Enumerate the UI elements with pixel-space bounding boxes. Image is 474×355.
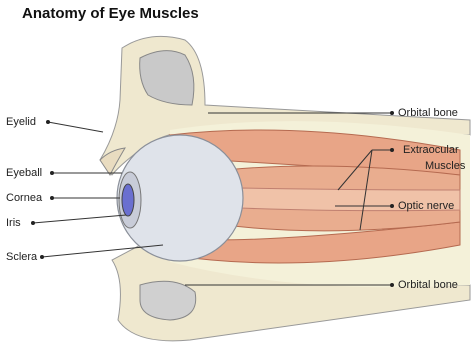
label: Sclera: [6, 251, 38, 263]
leader-dot: [50, 171, 54, 175]
label: Optic nerve: [398, 200, 454, 212]
eyelid: [99, 147, 126, 176]
leader-dot: [390, 148, 394, 152]
leader-dot: [31, 221, 35, 225]
bone-cavity: [139, 280, 197, 321]
label: Orbital bone: [398, 279, 458, 291]
leader-line: [32, 214, 127, 224]
leader-line: [337, 149, 373, 191]
leader-dot: [50, 196, 54, 200]
inferior-muscle: [169, 221, 461, 264]
label: Extraocular: [403, 144, 459, 156]
label: Cornea: [6, 192, 43, 204]
leader-line: [359, 149, 373, 231]
superior-muscle: [168, 129, 461, 176]
label: Eyelid: [6, 116, 36, 128]
bone-cavity: [139, 50, 195, 106]
label: Iris: [6, 217, 21, 229]
iris: [121, 183, 135, 217]
title: Anatomy of Eye Muscles: [22, 5, 199, 22]
leader-line: [47, 121, 104, 133]
leader-line: [41, 244, 164, 258]
leader-dot: [390, 204, 394, 208]
label: Orbital bone: [398, 107, 458, 119]
leader-dot: [390, 111, 394, 115]
leader-dot: [46, 120, 50, 124]
leader-dot: [390, 283, 394, 287]
leader-dot: [40, 255, 44, 259]
label: Eyeball: [6, 167, 42, 179]
optic-nerve: [239, 187, 461, 212]
label: Muscles: [425, 160, 466, 172]
